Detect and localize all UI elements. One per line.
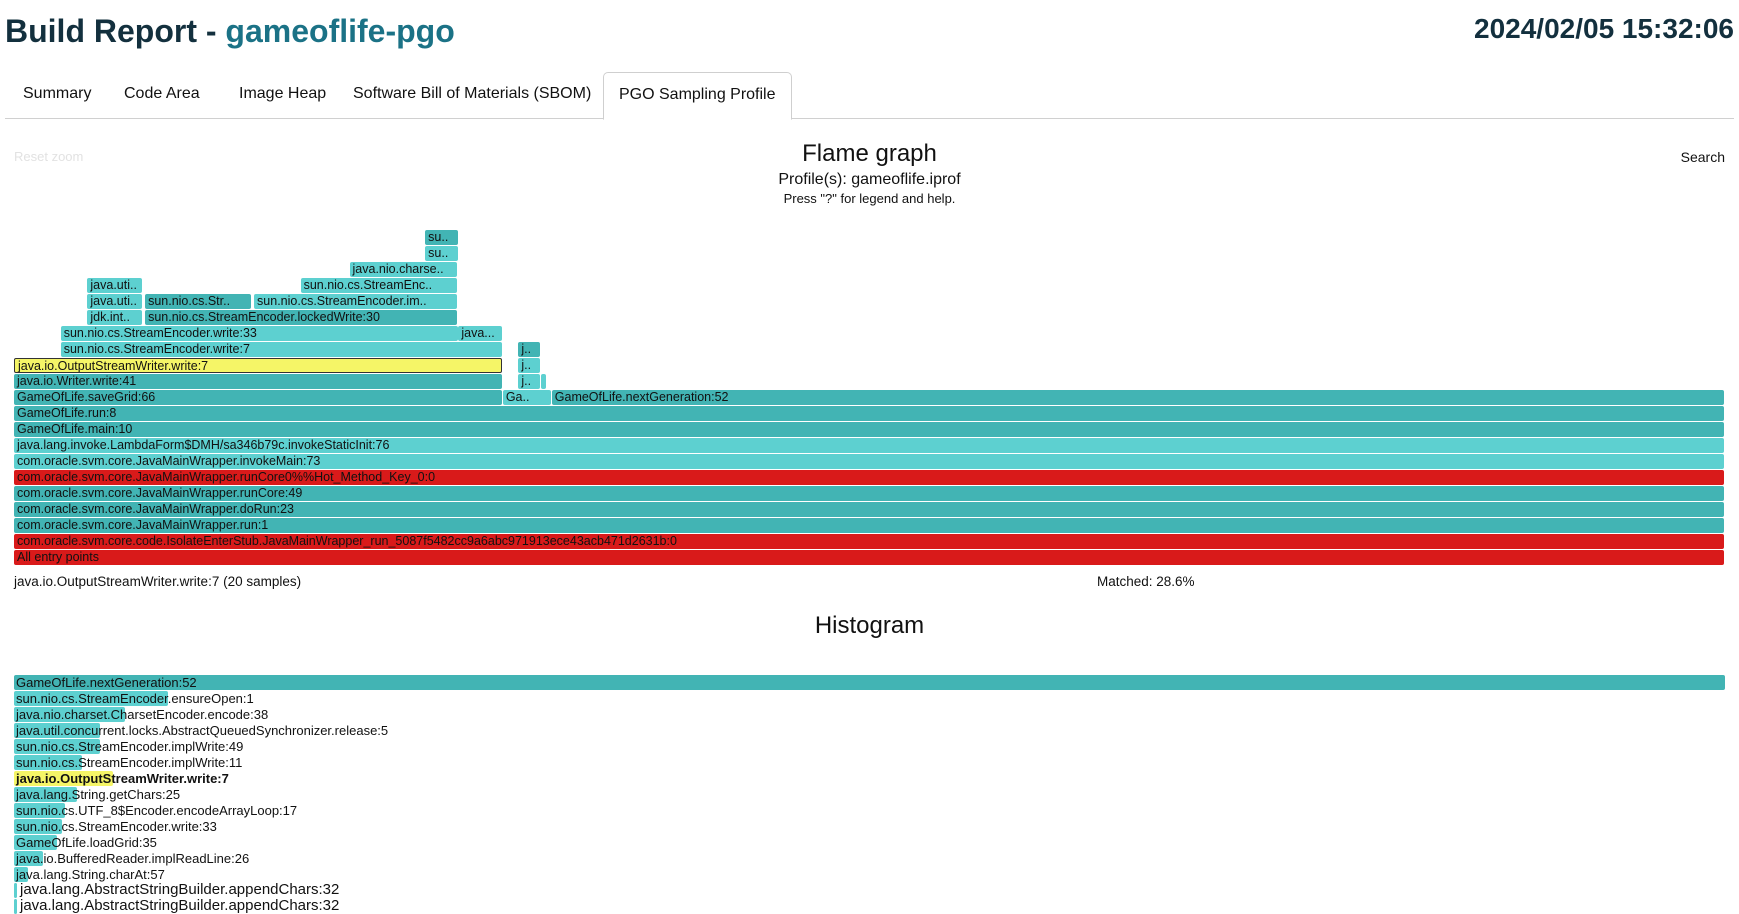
flame-frame[interactable]: su.. <box>425 246 458 261</box>
histogram-label: java.lang.AbstractStringBuilder.appendCh… <box>20 881 340 898</box>
flame-frame[interactable]: j.. <box>518 342 540 357</box>
help-hint: Press "?" for legend and help. <box>783 191 956 206</box>
histogram-label: sun.nio.cs.StreamEncoder.implWrite:11 <box>16 755 243 770</box>
flame-frame[interactable]: GameOfLife.saveGrid:66 <box>14 390 502 405</box>
flame-frame[interactable]: com.oracle.svm.core.JavaMainWrapper.run:… <box>14 518 1724 533</box>
histogram-bar[interactable] <box>14 707 126 722</box>
profile-files: Profile(s): gameoflife.iprof <box>778 171 961 188</box>
flame-frame[interactable]: com.oracle.svm.core.JavaMainWrapper.invo… <box>14 454 1724 469</box>
histogram-bar[interactable] <box>14 787 78 802</box>
flame-frame[interactable]: Ga.. <box>502 390 551 405</box>
flame-frame[interactable]: All entry points <box>14 550 1724 565</box>
histogram-label: java.io.OutputStreamWriter.write:7 <box>16 771 229 786</box>
flame-frame[interactable]: sun.nio.cs.StreamEnc.. <box>300 278 458 293</box>
histogram-bar[interactable] <box>14 883 18 898</box>
tab-pgo-sampling-profile[interactable]: PGO Sampling Profile <box>603 72 792 120</box>
flame-frame[interactable]: sun.nio.cs.StreamEncoder.write:33 <box>60 326 458 341</box>
histogram-label: java.nio.charset.CharsetEncoder.encode:3… <box>16 707 269 722</box>
histogram-bar[interactable] <box>14 803 66 818</box>
histogram-label: java.util.concurrent.locks.AbstractQueue… <box>16 723 389 738</box>
flame-frame[interactable]: j.. <box>518 358 540 373</box>
histogram-label: java.lang.AbstractStringBuilder.appendCh… <box>20 897 340 914</box>
flame-frame[interactable]: com.oracle.svm.core.JavaMainWrapper.runC… <box>14 486 1724 501</box>
report-header: Build Report - gameoflife-pgo 2024/02/05… <box>5 13 1734 53</box>
histogram-bar[interactable] <box>14 723 100 738</box>
flame-frame[interactable]: GameOfLife.main:10 <box>14 422 1724 437</box>
flame-frame[interactable]: jdk.int.. <box>87 310 142 325</box>
flame-frame[interactable]: j.. <box>518 374 540 389</box>
build-datetime: 2024/02/05 15:32:06 <box>1474 13 1734 44</box>
search-button[interactable]: Search <box>1680 149 1725 165</box>
flame-frame[interactable]: com.oracle.svm.core.JavaMainWrapper.doRu… <box>14 502 1724 517</box>
flame-frame[interactable]: java.io.OutputStreamWriter.write:7 <box>14 358 502 373</box>
histogram-label: sun.nio.cs.StreamEncoder.write:33 <box>16 819 217 834</box>
flame-frame[interactable]: sun.nio.cs.StreamEncoder.im.. <box>254 294 458 309</box>
flame-frame[interactable]: com.oracle.svm.core.JavaMainWrapper.runC… <box>14 470 1724 485</box>
flame-frame[interactable]: GameOfLife.nextGeneration:52 <box>551 390 1724 405</box>
histogram-bar[interactable] <box>14 835 57 850</box>
tab-image-heap[interactable]: Image Heap <box>239 85 327 102</box>
histogram-bar[interactable] <box>14 675 1725 690</box>
flame-frame[interactable]: java... <box>458 326 502 341</box>
histogram-label: java.lang.String.getChars:25 <box>16 787 181 802</box>
histogram-label: java.lang.String.charAt:57 <box>16 867 165 882</box>
histogram-title: Histogram <box>814 612 925 639</box>
histogram-label: sun.nio.cs.UTF_8$Encoder.encodeArrayLoop… <box>16 803 298 818</box>
flame-frame[interactable]: java.io.Writer.write:41 <box>14 374 502 389</box>
flame-frame[interactable]: sun.nio.cs.StreamEncoder.lockedWrite:30 <box>145 310 458 325</box>
histogram-label: sun.nio.cs.StreamEncoder.implWrite:49 <box>16 739 244 754</box>
histogram-bar[interactable] <box>14 819 62 834</box>
frame-details: java.io.OutputStreamWriter.write:7 (20 s… <box>14 574 302 589</box>
tab-bar: Summary Code Area Image Heap Software Bi… <box>5 72 1734 120</box>
flame-frame[interactable]: sun.nio.cs.Str.. <box>145 294 251 309</box>
flame-frame[interactable]: com.oracle.svm.core.code.IsolateEnterStu… <box>14 534 1724 549</box>
histogram-bar[interactable] <box>14 691 168 706</box>
tab-sbom[interactable]: Software Bill of Materials (SBOM) <box>353 85 592 102</box>
histogram-bar[interactable] <box>14 739 100 754</box>
histogram-bar[interactable] <box>14 771 114 786</box>
flame-frame[interactable]: java.nio.charse.. <box>349 262 458 277</box>
search-matched: Matched: 28.6% <box>1097 574 1195 589</box>
app-name: gameoflife-pgo <box>225 13 455 49</box>
title-prefix: Build Report - <box>5 13 226 49</box>
tab-summary[interactable]: Summary <box>23 85 92 102</box>
flame-frame[interactable]: sun.nio.cs.StreamEncoder.write:7 <box>60 342 502 357</box>
histogram-label: GameOfLife.loadGrid:35 <box>16 835 157 850</box>
histogram-bar[interactable] <box>14 867 28 882</box>
page-title: Build Report - gameoflife-pgo <box>5 13 455 50</box>
flame-frame[interactable] <box>540 374 547 389</box>
flame-frame[interactable]: java.lang.invoke.LambdaForm$DMH/sa346b79… <box>14 438 1724 453</box>
flamegraph-title: Flame graph <box>802 140 937 167</box>
histogram-label: sun.nio.cs.StreamEncoder.ensureOpen:1 <box>16 691 254 706</box>
histogram-bar[interactable] <box>14 755 83 770</box>
reset-zoom-button[interactable]: Reset zoom <box>14 149 84 164</box>
histogram-label: java.io.BufferedReader.implReadLine:26 <box>16 851 250 866</box>
flame-frame[interactable]: GameOfLife.run:8 <box>14 406 1724 421</box>
histogram-bar[interactable] <box>14 851 44 866</box>
histogram-bar[interactable] <box>14 899 18 914</box>
flame-frame[interactable]: java.uti.. <box>87 278 142 293</box>
flame-frame[interactable]: su.. <box>425 230 458 245</box>
tab-code-area[interactable]: Code Area <box>124 85 200 102</box>
flame-frame[interactable]: java.uti.. <box>87 294 142 309</box>
histogram-label: GameOfLife.nextGeneration:52 <box>16 675 197 690</box>
